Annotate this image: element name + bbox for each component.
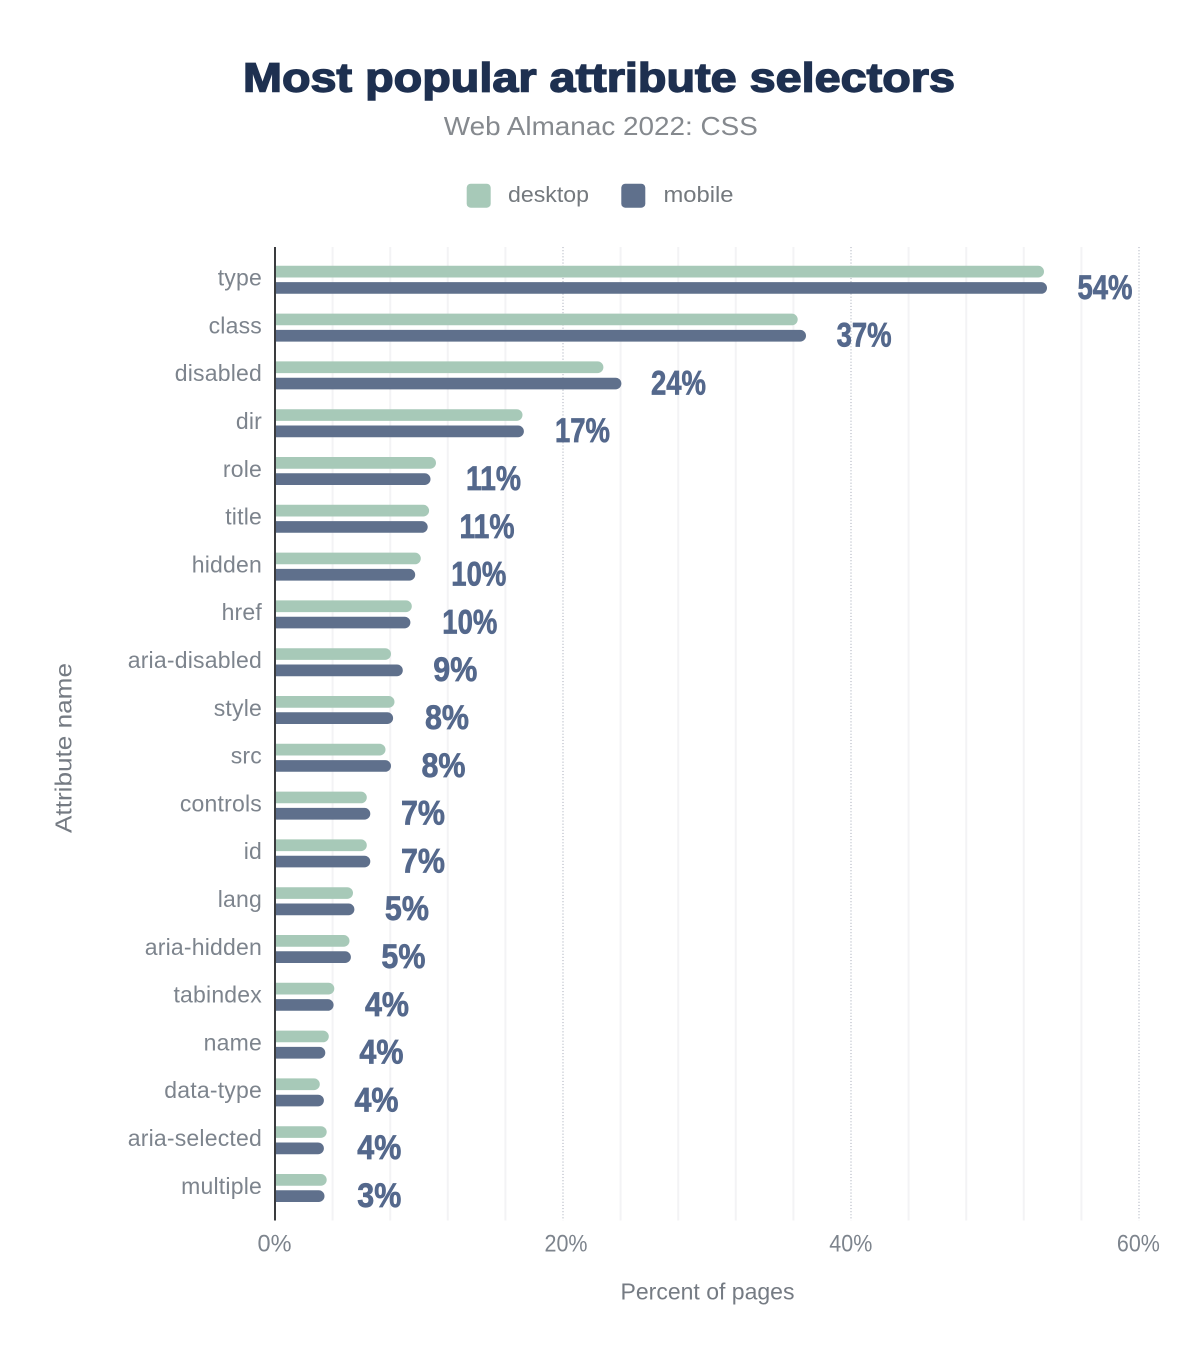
svg-text:10%: 10% xyxy=(442,603,497,641)
svg-text:dir: dir xyxy=(236,408,262,434)
svg-text:disabled: disabled xyxy=(175,360,262,386)
svg-text:11%: 11% xyxy=(460,508,515,546)
svg-text:Web Almanac 2022: CSS: Web Almanac 2022: CSS xyxy=(444,111,758,141)
svg-text:54%: 54% xyxy=(1078,269,1133,307)
svg-text:hidden: hidden xyxy=(192,551,262,577)
svg-text:type: type xyxy=(218,265,262,291)
svg-text:37%: 37% xyxy=(837,317,892,355)
svg-text:8%: 8% xyxy=(422,747,466,785)
svg-text:24%: 24% xyxy=(651,364,706,402)
svg-text:4%: 4% xyxy=(355,1081,399,1119)
svg-text:lang: lang xyxy=(218,886,262,912)
svg-text:7%: 7% xyxy=(401,842,445,880)
svg-text:Most popular attribute selecto: Most popular attribute selectors xyxy=(243,55,955,101)
svg-text:20%: 20% xyxy=(545,1230,588,1257)
svg-text:8%: 8% xyxy=(425,699,469,737)
svg-text:tabindex: tabindex xyxy=(173,982,262,1008)
svg-text:0%: 0% xyxy=(258,1230,292,1257)
svg-text:aria-disabled: aria-disabled xyxy=(128,647,262,673)
svg-text:aria-hidden: aria-hidden xyxy=(145,934,262,960)
svg-text:5%: 5% xyxy=(381,938,425,976)
svg-text:style: style xyxy=(214,695,262,721)
svg-text:9%: 9% xyxy=(433,651,477,689)
svg-text:controls: controls xyxy=(180,790,262,816)
svg-text:role: role xyxy=(223,456,262,482)
svg-text:mobile: mobile xyxy=(664,182,734,207)
svg-text:3%: 3% xyxy=(357,1177,401,1215)
svg-text:4%: 4% xyxy=(357,1129,401,1167)
svg-text:id: id xyxy=(244,838,262,864)
svg-text:10%: 10% xyxy=(451,556,506,594)
svg-text:Percent of pages: Percent of pages xyxy=(621,1279,795,1305)
svg-text:7%: 7% xyxy=(401,795,445,833)
svg-text:11%: 11% xyxy=(466,460,521,498)
svg-text:multiple: multiple xyxy=(181,1173,262,1199)
svg-text:aria-selected: aria-selected xyxy=(128,1125,262,1151)
svg-text:40%: 40% xyxy=(829,1230,872,1257)
svg-text:60%: 60% xyxy=(1117,1230,1160,1257)
svg-text:src: src xyxy=(231,743,262,769)
svg-text:17%: 17% xyxy=(555,412,610,450)
svg-text:href: href xyxy=(222,599,263,625)
svg-text:title: title xyxy=(225,504,262,530)
svg-text:Attribute name: Attribute name xyxy=(51,663,77,833)
svg-text:4%: 4% xyxy=(359,1034,403,1072)
svg-text:data-type: data-type xyxy=(164,1077,262,1103)
svg-text:desktop: desktop xyxy=(508,182,589,207)
svg-text:class: class xyxy=(209,312,262,338)
svg-text:4%: 4% xyxy=(365,986,409,1024)
svg-text:name: name xyxy=(204,1029,262,1055)
svg-text:5%: 5% xyxy=(385,890,429,928)
